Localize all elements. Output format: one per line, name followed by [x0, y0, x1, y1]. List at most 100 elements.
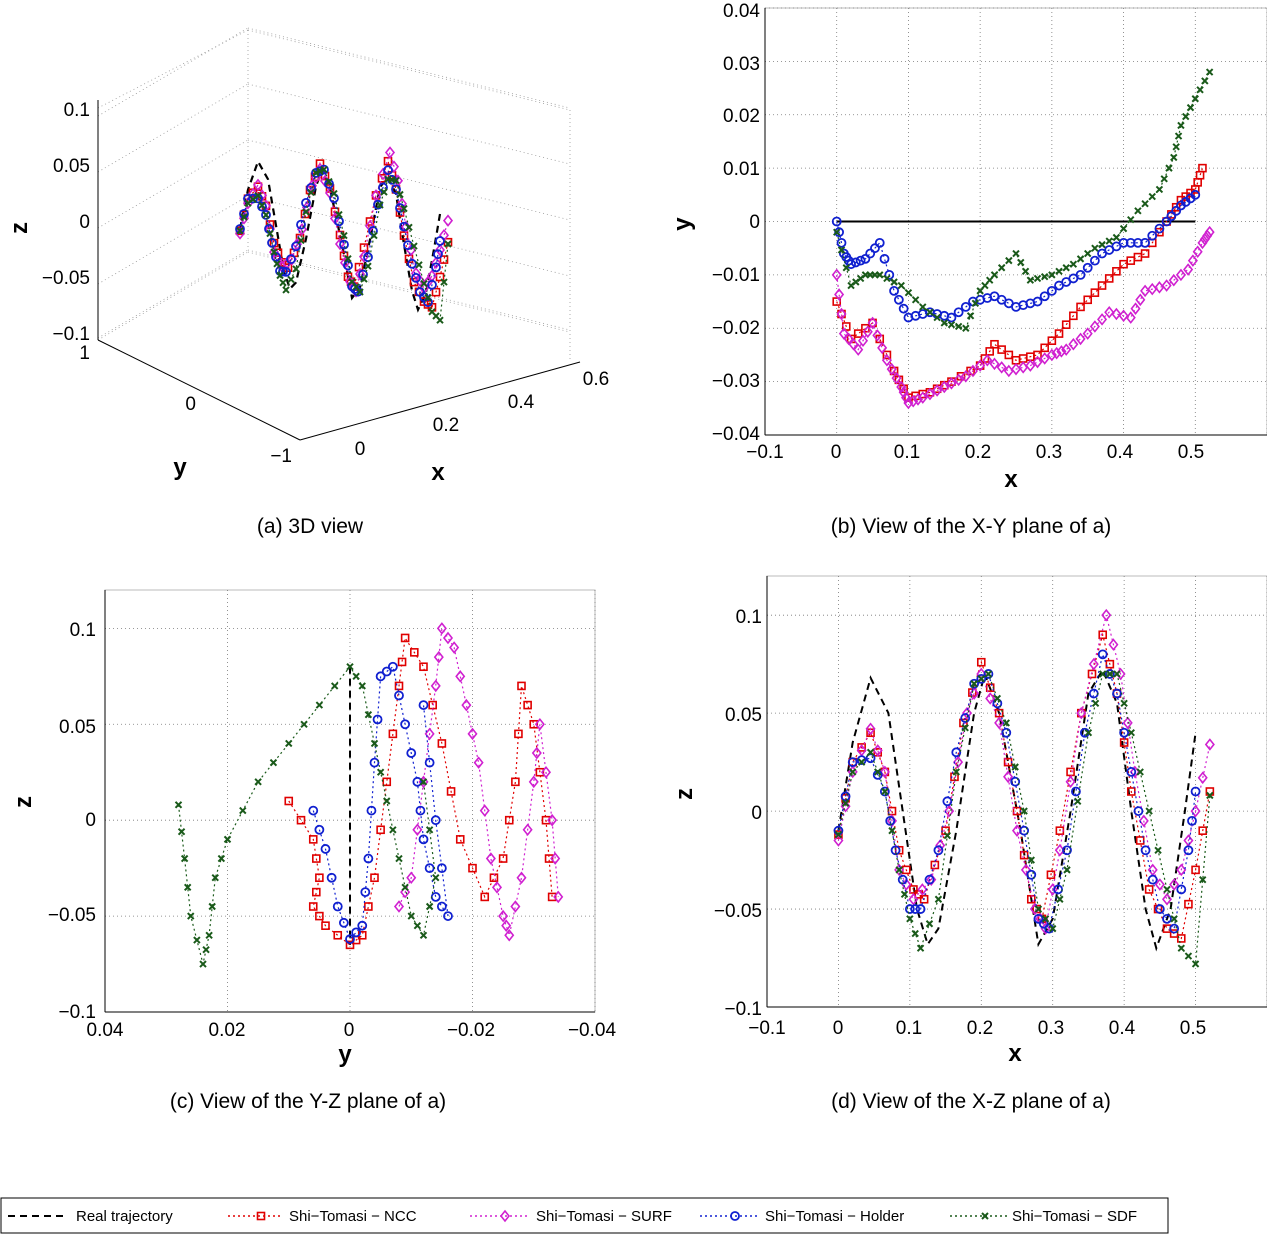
point-holder — [870, 243, 880, 254]
point-sdf — [177, 827, 186, 836]
point-surf — [1197, 236, 1208, 250]
point-ncc — [1090, 288, 1100, 297]
point3d-holder — [433, 249, 443, 260]
point-holder — [443, 911, 453, 921]
z-gridline — [247, 251, 571, 333]
point-surf — [1169, 878, 1180, 891]
point-holder — [394, 690, 404, 701]
point3d-ncc — [399, 231, 409, 240]
point-holder — [415, 805, 426, 816]
point-surf — [853, 343, 864, 356]
point-sdf — [841, 799, 850, 807]
point-holder — [1046, 285, 1057, 296]
point-surf — [528, 775, 539, 789]
point-holder — [910, 904, 921, 914]
x-axis-line — [299, 361, 581, 441]
point-sdf — [1099, 670, 1107, 678]
legend-entry-holder: Shi−Tomasi − Holder — [765, 1208, 904, 1225]
point3d-holder — [281, 266, 291, 277]
point-sdf — [315, 701, 324, 709]
point-holder — [879, 786, 890, 797]
point-sdf — [1154, 846, 1162, 854]
point-sdf — [990, 271, 999, 279]
point-surf — [975, 359, 986, 372]
y-tick-label: 0.04 — [723, 1, 760, 22]
point-holder — [915, 904, 926, 914]
point-holder — [372, 714, 383, 725]
series-line-holder — [837, 652, 1197, 931]
point-holder — [1026, 869, 1037, 880]
point-holder — [326, 872, 337, 883]
series-holder — [308, 661, 453, 945]
point3d-sdf — [282, 286, 290, 294]
point-holder — [418, 834, 429, 845]
point-surf — [903, 396, 914, 410]
point-ncc — [1040, 343, 1049, 353]
point3d-holder — [339, 239, 349, 250]
point-sdf — [904, 288, 913, 297]
point3d-sdf — [360, 275, 368, 283]
point-holder — [884, 269, 895, 280]
point-holder — [1019, 825, 1030, 836]
legend-entry-sdf: Shi−Tomasi − SDF — [1012, 1208, 1137, 1225]
point3d-holder — [435, 236, 445, 246]
point3d-surf — [388, 160, 400, 173]
point-surf — [531, 746, 542, 760]
point-surf — [953, 373, 964, 387]
point-surf — [1161, 279, 1172, 292]
z-tick-label: 0 — [79, 212, 90, 233]
point-holder — [406, 748, 417, 758]
point-sdf — [389, 826, 397, 834]
point-sdf — [285, 739, 293, 748]
point3d-sdf — [262, 211, 270, 219]
point-ncc — [1061, 320, 1071, 329]
point-holder — [1088, 688, 1099, 699]
point-sdf — [330, 682, 339, 690]
series-line-surf — [836, 231, 1211, 404]
point-holder — [898, 303, 909, 314]
point-surf — [886, 362, 897, 376]
point-ncc — [1176, 934, 1186, 943]
point-sdf — [1160, 175, 1168, 183]
point-surf — [1088, 657, 1099, 671]
point-surf — [996, 361, 1007, 374]
point-ncc — [966, 366, 975, 376]
point3d-sdf — [316, 167, 324, 175]
point-holder — [960, 713, 971, 723]
point-sdf — [407, 912, 415, 920]
point-sdf — [993, 694, 1002, 703]
point-sdf — [1040, 272, 1049, 281]
point-holder — [400, 719, 411, 730]
y-tick-label: −0.05 — [714, 901, 762, 922]
point3d-holder — [319, 164, 329, 175]
point-holder — [357, 920, 368, 931]
point-holder — [1071, 786, 1081, 797]
point3d-sdf — [410, 242, 418, 250]
point-ncc — [437, 739, 447, 748]
point-surf — [1003, 770, 1014, 784]
point-sdf — [966, 312, 975, 320]
point3d-holder — [301, 197, 311, 208]
point-surf — [485, 852, 496, 865]
back-wall-edge — [97, 29, 249, 109]
point-sdf — [1112, 233, 1121, 242]
point-holder — [1082, 262, 1093, 273]
point-sdf — [1177, 121, 1185, 130]
x-tick-label: −0.02 — [447, 1020, 495, 1041]
panel-xy-plane: 0.04 0.03 0.02 0.01 0 −0.01 −0.02 −0.03 … — [669, 1, 1267, 538]
panel-xz-plane: 0.1 0.05 0 −0.05 −0.1 −0.1 0 0.1 0.2 0.3… — [671, 575, 1267, 1113]
point-holder — [846, 259, 856, 270]
point-holder — [1119, 727, 1130, 738]
point3d-sdf — [396, 190, 404, 199]
caption-c: (c) View of the Y-Z plane of a) — [170, 1090, 446, 1113]
point-surf — [436, 622, 447, 635]
point3d-holder — [411, 272, 421, 283]
point-surf — [872, 329, 883, 342]
x-tick-label: 0.4 — [508, 392, 535, 413]
point-holder — [1190, 786, 1201, 797]
x-tick-label: 0.2 — [967, 1018, 993, 1039]
point-ncc — [529, 719, 539, 729]
point-surf — [504, 928, 515, 942]
point-sdf — [1155, 185, 1164, 194]
point-holder — [856, 755, 867, 766]
